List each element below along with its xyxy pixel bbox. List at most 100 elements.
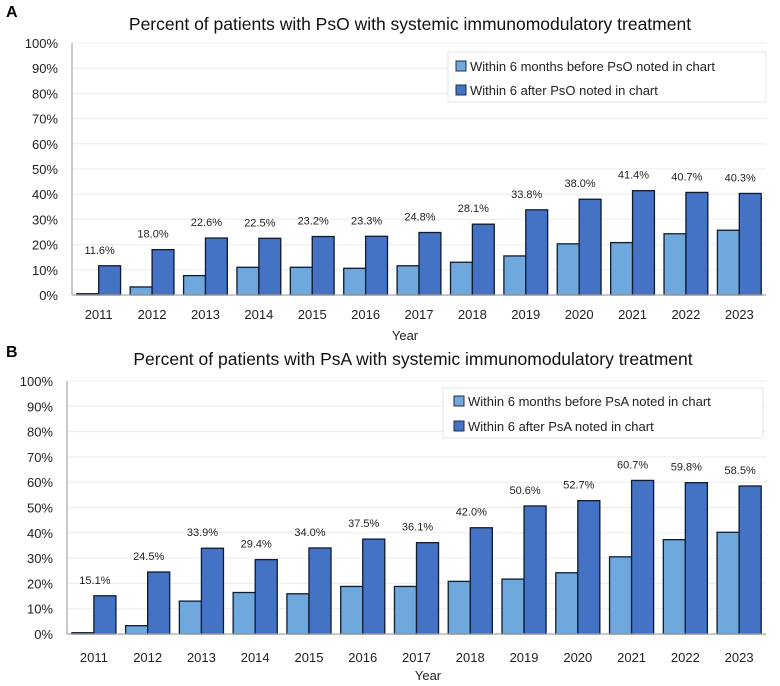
y-tick-label: 60%	[32, 137, 58, 152]
legend-label-a-1: Within 6 after PsO noted in chart	[470, 83, 658, 98]
data-label-2019: 33.8%	[511, 189, 542, 201]
data-label-2013: 22.6%	[191, 217, 222, 229]
data-label-2012: 24.5%	[133, 551, 164, 563]
y-tick-label: 40%	[27, 526, 53, 541]
x-ticks-b: 2011 2012 2013 2014 2015 2016 2017 2018 2019 2020…	[80, 650, 754, 665]
x-axis-title-b: Year	[415, 668, 442, 683]
y-tick-label: 20%	[27, 576, 53, 591]
bar-2013-series-0	[178, 600, 203, 635]
bar-2023-series-1	[738, 485, 762, 635]
legend-label-b-1: Within 6 after PsA noted in chart	[468, 419, 654, 434]
y-tick-label: 30%	[32, 212, 58, 227]
data-label-2015: 34.0%	[294, 527, 325, 539]
bar-2015-series-0	[289, 266, 313, 296]
x-tick-label: 2016	[351, 307, 380, 322]
bar-2011-series-1	[98, 265, 122, 296]
data-label-2011: 11.6%	[84, 245, 115, 257]
y-tick-label: 80%	[32, 86, 58, 101]
bar-2023-series-0	[716, 229, 740, 296]
y-tick-label: 80%	[27, 425, 53, 440]
y-tick-label: 90%	[27, 399, 53, 414]
bar-2020-series-0	[555, 572, 579, 635]
y-tick-label: 40%	[32, 187, 58, 202]
bar-2016-series-1	[364, 235, 389, 296]
x-ticks-a: 2011 2012 2013 2014 2015 2016 2017 2018 2019 2020…	[85, 307, 754, 322]
data-label-2023: 58.5%	[725, 465, 756, 477]
panel-a: A Percent of patients with PsO with syst…	[6, 4, 767, 343]
legend-box-a	[447, 51, 767, 103]
panel-b: B Percent of patients with PsA with syst…	[6, 344, 766, 683]
data-label-2017: 24.8%	[404, 212, 435, 224]
data-label-2016: 23.3%	[351, 215, 382, 227]
x-tick-label: 2018	[458, 307, 487, 322]
bar-2022-series-0	[662, 538, 686, 635]
bar-2017-series-1	[418, 231, 442, 296]
bar-2014-series-1	[258, 237, 282, 296]
bar-2016-series-0	[343, 267, 367, 296]
gridlines-a	[72, 42, 766, 271]
bar-2018-series-0	[449, 261, 474, 296]
x-tick-label: 2018	[456, 650, 485, 665]
x-tick-label: 2017	[405, 307, 434, 322]
x-tick-label: 2020	[565, 307, 594, 322]
x-tick-label: 2019	[511, 307, 540, 322]
data-label-2011: 15.1%	[79, 575, 110, 587]
y-tick-label: 10%	[27, 602, 53, 617]
x-tick-label: 2016	[348, 650, 377, 665]
data-label-2018: 42.0%	[456, 507, 487, 519]
bar-2012-series-1	[151, 248, 175, 296]
bar-2022-series-0	[663, 233, 687, 296]
y-ticks-b: 0% 10% 20% 30% 40% 50% 60% 70% 80% 90% 100%	[20, 374, 54, 642]
legend-swatch-b-0	[453, 395, 465, 407]
data-label-2023: 40.3%	[725, 172, 756, 184]
bar-2013-series-0	[182, 274, 207, 296]
data-labels-b: 15.1% 24.5% 33.9% 29.4% 34.0% 37.5% 36.1% 42.0%…	[79, 459, 756, 586]
bar-2016-series-0	[340, 585, 364, 635]
x-tick-label: 2023	[725, 650, 754, 665]
bar-2021-series-1	[631, 190, 656, 296]
bar-2021-series-0	[610, 241, 634, 296]
legend-box-b	[442, 387, 764, 439]
bar-2011-series-1	[93, 595, 117, 635]
bar-2013-series-1	[204, 237, 228, 296]
data-label-2020: 52.7%	[563, 480, 594, 492]
y-tick-label: 50%	[32, 162, 58, 177]
y-tick-label: 10%	[32, 263, 58, 278]
data-label-2022: 59.8%	[671, 462, 702, 474]
bar-2022-series-1	[684, 482, 709, 635]
data-label-2015: 23.2%	[298, 216, 329, 228]
bar-2015-series-0	[286, 593, 310, 635]
bar-2020-series-1	[578, 198, 602, 296]
data-label-2013: 33.9%	[187, 527, 218, 539]
x-tick-label: 2013	[191, 307, 220, 322]
bar-2014-series-0	[232, 591, 256, 635]
bar-2023-series-1	[738, 192, 762, 296]
data-labels-a: 11.6% 18.0% 22.6% 22.5% 23.2% 23.3% 24.8% 28.1%…	[84, 170, 756, 257]
y-tick-label: 20%	[32, 238, 58, 253]
data-label-2021: 41.4%	[618, 170, 649, 182]
x-tick-label: 2011	[80, 650, 108, 665]
bar-2016-series-1	[362, 538, 386, 635]
x-tick-label: 2021	[617, 650, 646, 665]
y-tick-label: 0%	[39, 288, 58, 303]
legend-swatch-b-1	[453, 420, 465, 432]
legend-b: Within 6 months before PsA noted in char…	[442, 387, 764, 439]
legend-swatch-a-1	[455, 84, 467, 96]
data-label-2012: 18.0%	[137, 229, 168, 241]
x-tick-label: 2014	[241, 650, 270, 665]
bar-2018-series-1	[471, 223, 495, 296]
x-tick-label: 2022	[671, 650, 700, 665]
bar-2017-series-0	[393, 585, 418, 635]
data-label-2014: 29.4%	[241, 539, 272, 551]
x-tick-label: 2022	[671, 307, 700, 322]
bar-2012-series-0	[129, 286, 153, 296]
y-ticks-a: 0% 10% 20% 30% 40% 50% 60% 70% 80% 90% 100%	[25, 36, 59, 303]
legend-a: Within 6 months before PsO noted in char…	[447, 51, 767, 103]
data-label-2018: 28.1%	[458, 203, 489, 215]
legend-label-b-0: Within 6 months before PsA noted in char…	[468, 394, 711, 409]
chart-title-a: Percent of patients with PsO with system…	[129, 14, 691, 34]
bar-2019-series-0	[501, 578, 525, 635]
bar-2018-series-1	[469, 527, 493, 635]
data-label-2021: 60.7%	[617, 459, 648, 471]
x-tick-label: 2012	[133, 650, 162, 665]
